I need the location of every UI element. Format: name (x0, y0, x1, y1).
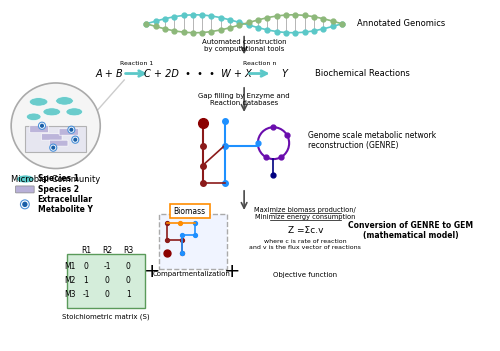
Text: Species 2: Species 2 (38, 185, 78, 194)
Text: R1: R1 (81, 246, 91, 255)
Circle shape (22, 201, 28, 207)
Text: M1: M1 (64, 262, 76, 271)
Text: +: + (224, 261, 240, 280)
Ellipse shape (30, 98, 48, 106)
FancyBboxPatch shape (16, 186, 34, 193)
Text: Biochemical Reactions: Biochemical Reactions (315, 69, 410, 78)
Ellipse shape (66, 108, 82, 116)
Circle shape (38, 122, 46, 129)
Text: 1: 1 (84, 276, 88, 285)
FancyBboxPatch shape (159, 214, 227, 269)
Circle shape (70, 128, 73, 132)
Ellipse shape (56, 97, 74, 105)
Text: Reaction n: Reaction n (243, 61, 276, 66)
Circle shape (50, 144, 57, 151)
Text: 0: 0 (104, 290, 110, 299)
Text: Annotated Genomics: Annotated Genomics (356, 19, 445, 28)
FancyBboxPatch shape (170, 204, 210, 218)
Text: -1: -1 (82, 290, 90, 299)
Text: 0: 0 (126, 262, 130, 271)
Ellipse shape (11, 83, 100, 168)
Text: Compartmentalization: Compartmentalization (153, 271, 230, 278)
Text: Objective function: Objective function (273, 272, 338, 278)
FancyBboxPatch shape (30, 126, 48, 133)
Text: Genome scale metabolic network
reconstruction (GENRE): Genome scale metabolic network reconstru… (308, 131, 436, 150)
Text: C + 2D  •  •  •  W + X: C + 2D • • • W + X (144, 68, 252, 79)
Text: Conversion of GENRE to GEM
(mathematical model): Conversion of GENRE to GEM (mathematical… (348, 220, 473, 240)
Text: Species 1: Species 1 (38, 174, 78, 184)
Circle shape (20, 200, 30, 209)
Text: where c is rate of reaction
and v is the flux vector of reactions: where c is rate of reaction and v is the… (250, 239, 361, 250)
FancyBboxPatch shape (42, 134, 62, 140)
Text: 0: 0 (104, 276, 110, 285)
Circle shape (72, 136, 79, 143)
Text: Minimize energy consumption: Minimize energy consumption (255, 214, 356, 220)
Text: Microbial Community: Microbial Community (11, 174, 101, 184)
Text: 0: 0 (126, 276, 130, 285)
Text: R3: R3 (123, 246, 134, 255)
Text: Maximize biomass production/: Maximize biomass production/ (254, 207, 356, 213)
Bar (26, 126, 86, 152)
Text: Z =Σc.v: Z =Σc.v (288, 226, 323, 235)
Text: Extracelullar
Metabolite Y: Extracelullar Metabolite Y (38, 195, 92, 214)
Ellipse shape (26, 113, 41, 120)
Circle shape (51, 146, 56, 150)
Text: Gap filling by Enzyme and
Reaction databases: Gap filling by Enzyme and Reaction datab… (198, 93, 290, 106)
Circle shape (68, 126, 75, 133)
FancyBboxPatch shape (50, 140, 68, 146)
Text: Automated construction
by computational tools: Automated construction by computational … (202, 39, 286, 52)
Text: Y: Y (281, 68, 287, 79)
Text: -1: -1 (104, 262, 111, 271)
Text: Biomass: Biomass (174, 207, 206, 216)
Ellipse shape (43, 108, 60, 116)
Text: 0: 0 (84, 262, 88, 271)
Ellipse shape (16, 175, 34, 183)
Text: 1: 1 (126, 290, 130, 299)
Circle shape (40, 124, 44, 128)
Circle shape (73, 138, 78, 142)
Text: Reaction 1: Reaction 1 (120, 61, 153, 66)
Text: A + B: A + B (96, 68, 124, 79)
Text: Stoichiometric matrix (S): Stoichiometric matrix (S) (62, 313, 150, 319)
FancyBboxPatch shape (67, 254, 145, 308)
Text: M2: M2 (64, 276, 76, 285)
Text: +: + (144, 261, 160, 280)
Text: M3: M3 (64, 290, 76, 299)
Text: R2: R2 (102, 246, 112, 255)
FancyBboxPatch shape (59, 129, 78, 135)
